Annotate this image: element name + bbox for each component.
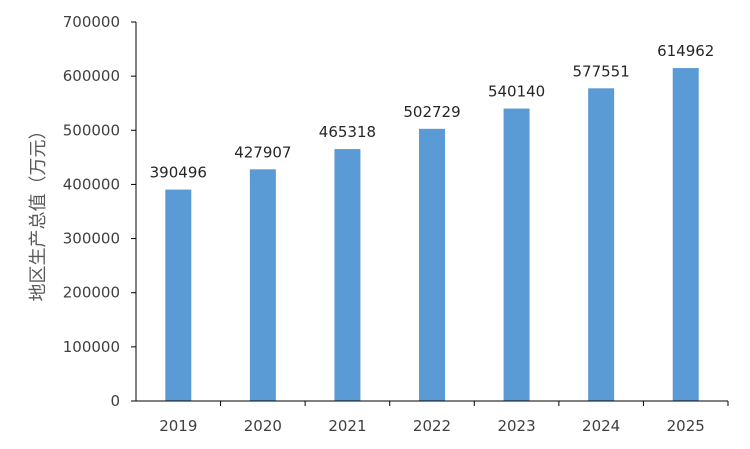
bar-2019: [165, 189, 192, 401]
bar-2020: [249, 169, 276, 401]
y-axis-title: 地区生产总值（万元）: [28, 122, 49, 302]
x-tick-label-2023: 2023: [497, 417, 535, 435]
y-tick-label: 0: [110, 392, 120, 410]
x-tick-label-2024: 2024: [582, 417, 620, 435]
data-label-2025: 614962: [657, 42, 714, 60]
bar-2021: [334, 149, 361, 401]
x-tick-label-2025: 2025: [667, 417, 705, 435]
x-axis-ticks: 2019 2020 2021 2022 2023 2024 2025: [159, 401, 729, 435]
bar-2024: [588, 88, 615, 401]
y-tick-label: 400000: [63, 175, 120, 193]
data-label-2024: 577551: [573, 62, 630, 80]
data-labels: 390496 427907 465318 502729 540140 577551 6149…: [150, 42, 715, 182]
bars: [165, 68, 699, 402]
data-label-2019: 390496: [150, 164, 207, 182]
x-tick-label-2020: 2020: [244, 417, 282, 435]
bar-2025: [672, 68, 699, 402]
y-tick-label: 300000: [63, 230, 120, 248]
y-tick-label: 100000: [63, 338, 120, 356]
y-tick-label: 500000: [63, 121, 120, 139]
data-label-2020: 427907: [234, 143, 291, 161]
data-label-2021: 465318: [319, 123, 376, 141]
y-tick-label: 700000: [63, 13, 120, 31]
data-label-2023: 540140: [488, 83, 545, 101]
x-tick-label-2021: 2021: [328, 417, 366, 435]
bar-2023: [503, 108, 530, 402]
y-tick-label: 600000: [63, 67, 120, 85]
x-tick-label-2019: 2019: [159, 417, 197, 435]
y-axis-ticks: 0 100000 200000 300000 400000 500000 600000 700…: [63, 13, 136, 410]
x-tick-label-2022: 2022: [413, 417, 451, 435]
data-label-2022: 502729: [403, 103, 460, 121]
y-tick-label: 200000: [63, 284, 120, 302]
bar-2022: [419, 128, 445, 401]
